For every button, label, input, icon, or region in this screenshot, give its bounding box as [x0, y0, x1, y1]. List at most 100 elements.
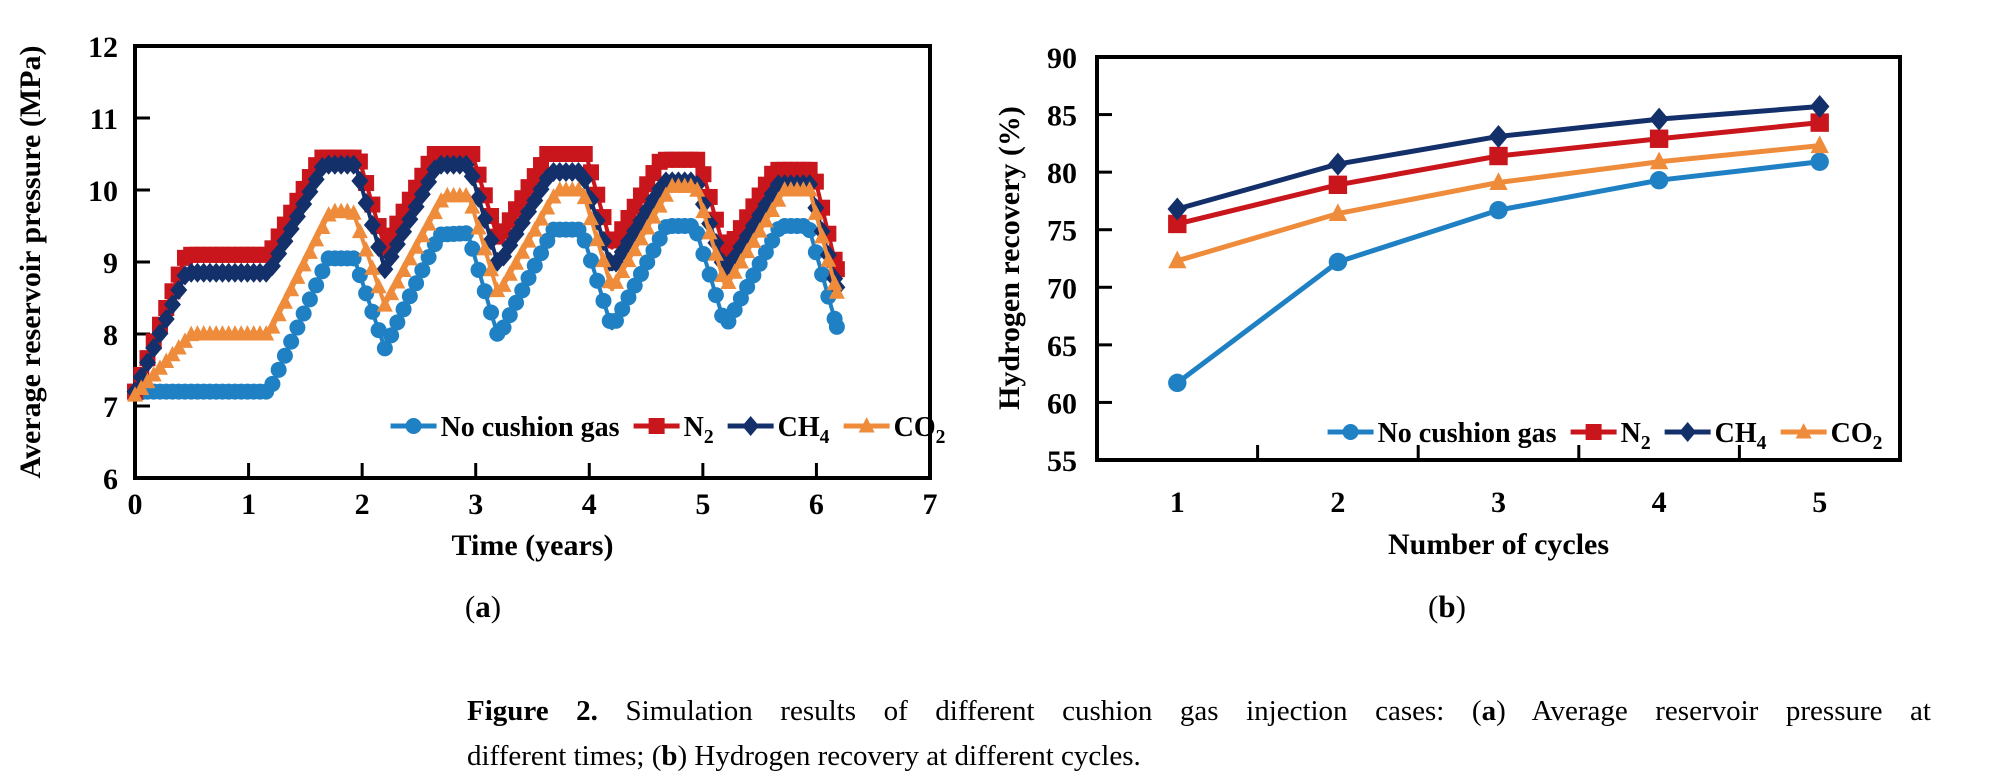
series-marker: [576, 232, 593, 249]
series-marker: [614, 262, 631, 279]
series-marker: [764, 201, 781, 218]
series-marker: [351, 222, 368, 239]
series-marker: [1328, 152, 1348, 176]
panel-b-text: ): [1455, 589, 1466, 624]
series-marker: [145, 338, 163, 359]
series-marker: [514, 282, 531, 299]
series-marker: [626, 277, 643, 294]
legend-marker: [1342, 424, 1359, 440]
panel-a-text: a: [475, 589, 491, 624]
series-co2: [127, 177, 845, 402]
x-axis-title: Number of cycles: [1388, 528, 1609, 561]
y-tick-label: 70: [1047, 272, 1077, 305]
series-marker: [1328, 203, 1348, 222]
series-marker: [1328, 252, 1348, 272]
series-marker: [645, 242, 662, 259]
panel-b-text: b: [1438, 589, 1456, 624]
figure-page: { "figure": { "panel_a": { "parts": [ {"…: [14, 31, 1931, 772]
series-marker: [514, 243, 531, 259]
series-marker: [576, 146, 593, 162]
x-tick-label: 2: [355, 488, 370, 521]
series-marker: [357, 192, 375, 213]
series-marker: [1649, 107, 1669, 131]
series-marker: [595, 251, 612, 268]
series-marker: [1168, 250, 1187, 269]
caption-text-part: ) Hydrogen recovery at different cycles.: [677, 740, 1141, 772]
series-marker: [470, 219, 487, 235]
legend-marker: [1679, 422, 1697, 442]
series-marker: [345, 250, 362, 267]
legend-label-co2: CO2: [1831, 418, 1883, 454]
series-marker: [1328, 175, 1348, 195]
legend-label-co2: CO2: [894, 412, 946, 448]
series-n2: [1168, 113, 1829, 234]
series-marker: [520, 269, 537, 286]
series-marker: [414, 226, 431, 243]
series-marker: [726, 263, 743, 279]
series-marker: [345, 204, 362, 220]
y-tick-label: 9: [103, 247, 118, 280]
series-marker: [301, 291, 318, 308]
series-marker: [470, 261, 487, 278]
caption-text-part: b: [661, 740, 678, 772]
series-marker: [308, 277, 325, 294]
caption-line-2: different times; (b) Hydrogen recovery a…: [467, 734, 1931, 779]
series-marker: [463, 166, 481, 187]
series-marker: [370, 237, 388, 258]
series-marker: [1649, 171, 1669, 190]
series-marker: [376, 340, 393, 357]
series-marker: [607, 312, 624, 329]
y-tick-label: 65: [1047, 330, 1077, 363]
series-marker: [595, 292, 612, 309]
series-marker: [820, 251, 837, 267]
series-marker: [801, 181, 818, 197]
series-marker: [520, 232, 537, 248]
series-co2: [1168, 135, 1829, 269]
caption-text-part: ) Average reservoir pressure at: [1496, 695, 1931, 727]
panel-a-text: (: [464, 589, 476, 624]
y-tick-label: 80: [1047, 157, 1077, 190]
series-marker: [408, 275, 425, 292]
series-marker: [483, 260, 500, 277]
series-marker: [289, 319, 306, 336]
x-tick-label: 7: [923, 488, 938, 521]
series-marker: [739, 242, 756, 259]
y-axis-title: Average reservoir pressure (MPa): [14, 46, 47, 479]
series-marker: [707, 287, 724, 304]
series-marker: [276, 293, 293, 309]
series-marker: [526, 221, 543, 237]
series-marker: [707, 245, 724, 261]
y-axis-title: Hydrogen recovery (%): [993, 106, 1026, 410]
series-marker: [464, 240, 481, 257]
series-marker: [745, 232, 762, 248]
series-marker: [370, 277, 387, 294]
series-marker: [508, 254, 525, 270]
y-tick-label: 60: [1047, 387, 1077, 420]
series-marker: [276, 347, 293, 364]
x-tick-label: 3: [468, 488, 483, 521]
x-tick-label: 4: [582, 488, 597, 521]
series-marker: [295, 305, 312, 322]
series-ch4: [1167, 95, 1830, 221]
series-marker: [826, 274, 843, 291]
series-marker: [576, 188, 593, 205]
series-marker: [401, 288, 418, 305]
series-marker: [620, 251, 637, 268]
series-marker: [138, 352, 156, 373]
caption-line-1: Figure 2. Simulation results of differen…: [467, 689, 1931, 734]
y-tick-label: 90: [1047, 42, 1077, 75]
series-marker: [420, 249, 437, 266]
x-tick-label: 1: [1170, 486, 1185, 519]
series-marker: [408, 238, 425, 254]
series-marker: [170, 279, 188, 300]
legend-marker: [1585, 424, 1602, 440]
caption-text-part: Simulation results of different cushion …: [597, 695, 1482, 727]
series-marker: [639, 254, 656, 271]
series-marker: [508, 294, 525, 311]
series-marker: [295, 255, 312, 272]
series-marker: [363, 215, 381, 236]
x-tick-label: 4: [1652, 486, 1667, 519]
series-marker: [1810, 113, 1829, 132]
